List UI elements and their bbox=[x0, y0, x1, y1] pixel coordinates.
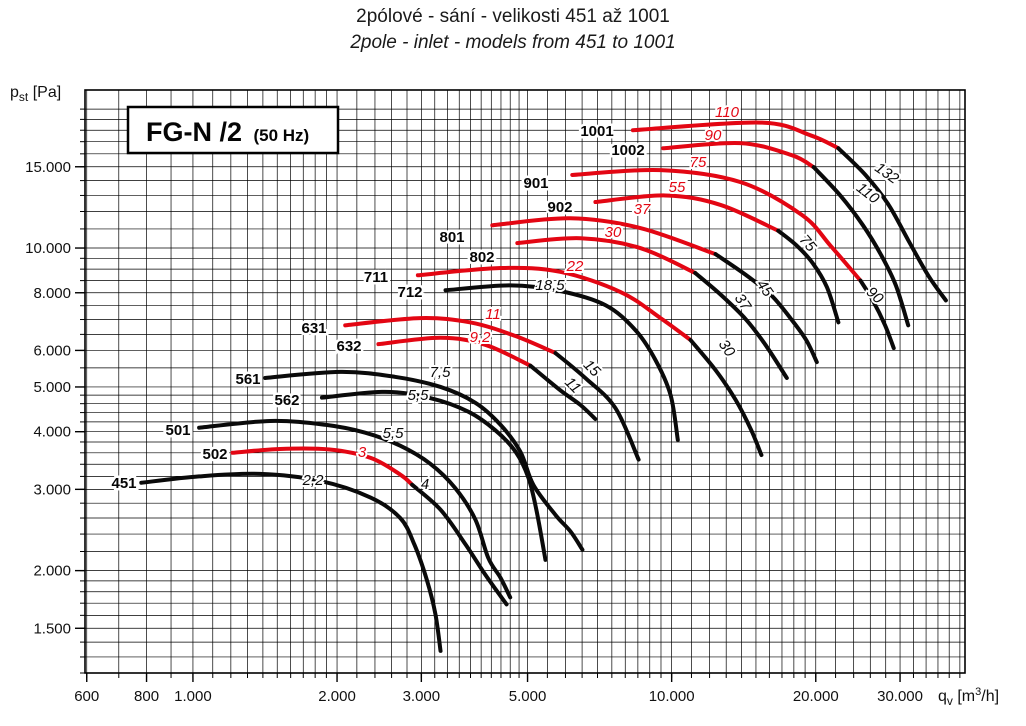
axis-ticks: 600 800 1.000 2.000 3.000 5.000 10.000 20.000 30… bbox=[25, 108, 961, 705]
x-tick-label: 3.000 bbox=[403, 688, 441, 705]
curve-801-red bbox=[490, 216, 718, 257]
power-label: 37 bbox=[634, 201, 651, 218]
plot-border bbox=[84, 89, 966, 674]
curve-1001-black bbox=[836, 146, 948, 303]
y-tick-label: 4.000 bbox=[33, 424, 71, 441]
curve-502-red bbox=[230, 446, 415, 487]
power-label: 30 bbox=[605, 224, 622, 241]
model-label-711: 711 bbox=[364, 269, 388, 286]
model-label-501: 501 bbox=[165, 422, 190, 439]
curve-451-black bbox=[139, 471, 443, 653]
curve-711-black bbox=[688, 338, 764, 458]
power-label: 55 bbox=[669, 179, 686, 196]
curve-631-red bbox=[343, 316, 558, 356]
model-label-901: 901 bbox=[523, 175, 548, 192]
chart-title-english: 2pole - inlet - models from 451 to 1001 bbox=[349, 32, 675, 53]
model-label-451: 451 bbox=[111, 475, 136, 492]
curve-632-black bbox=[528, 363, 598, 422]
power-label: 132 bbox=[872, 159, 903, 188]
curve-632-red bbox=[376, 335, 533, 368]
model-label-712: 712 bbox=[397, 284, 422, 301]
curve-502-black bbox=[410, 482, 509, 607]
chart-title-czech: 2pólové - sání - velikosti 451 až 1001 bbox=[356, 6, 670, 27]
y-tick-label: 8.000 bbox=[33, 285, 71, 302]
model-label-1002: 1002 bbox=[611, 142, 644, 159]
y-tick-label: 6.000 bbox=[33, 342, 71, 359]
x-tick-label: 600 bbox=[74, 688, 99, 705]
y-tick-label: 3.000 bbox=[33, 481, 71, 498]
y-tick-label: 5.000 bbox=[33, 379, 71, 396]
y-tick-label: 1.500 bbox=[33, 620, 71, 637]
curve-1001-red bbox=[630, 120, 841, 151]
power-label: 90 bbox=[705, 127, 722, 144]
model-label-631: 631 bbox=[301, 320, 326, 337]
power-label: 22 bbox=[566, 258, 584, 275]
pressure-axis-label: pst [Pa] bbox=[10, 84, 61, 104]
x-tick-label: 5.000 bbox=[509, 688, 547, 705]
curve-711-red bbox=[415, 265, 693, 343]
curve-1002-red bbox=[661, 140, 816, 170]
model-type-label: FG-N /2 bbox=[146, 117, 242, 147]
y-tick-label: 15.000 bbox=[25, 159, 71, 176]
model-type-box: FG-N /2 (50 Hz) bbox=[126, 105, 340, 155]
power-label: 3 bbox=[358, 444, 367, 461]
x-tick-label: 800 bbox=[134, 688, 159, 705]
power-label: 110 bbox=[853, 179, 883, 208]
curve-801-black bbox=[713, 252, 819, 365]
power-label: 11 bbox=[485, 306, 501, 323]
curve-901-black bbox=[858, 278, 896, 351]
model-label-801: 801 bbox=[439, 229, 464, 246]
power-label: 7,5 bbox=[430, 364, 452, 381]
model-label-902: 902 bbox=[547, 199, 572, 216]
power-label: 2,2 bbox=[302, 472, 325, 489]
y-axis-unit-label: pst [Pa] bbox=[10, 84, 61, 104]
curve-902-black bbox=[776, 228, 841, 325]
curve-1002-black bbox=[811, 165, 911, 328]
power-label: 5,5 bbox=[383, 425, 405, 442]
curve-631-black bbox=[553, 351, 641, 462]
x-tick-label: 20.000 bbox=[793, 688, 839, 705]
model-label-632: 632 bbox=[336, 338, 361, 355]
x-tick-label: 2.000 bbox=[318, 688, 356, 705]
fan-curves bbox=[139, 120, 948, 653]
y-tick-label: 10.000 bbox=[25, 240, 71, 257]
curve-501-black bbox=[197, 418, 513, 600]
model-label-1001: 1001 bbox=[580, 123, 613, 140]
power-label: 75 bbox=[796, 231, 820, 255]
curve-562-black bbox=[319, 389, 548, 562]
curve-561-black bbox=[263, 369, 585, 552]
power-label: 9,2 bbox=[470, 329, 492, 346]
x-axis-unit-label: qv [m3/h] bbox=[938, 686, 999, 708]
power-label: 75 bbox=[690, 154, 707, 171]
x-tick-label: 30.000 bbox=[877, 688, 923, 705]
flow-axis-label: qv [m3/h] bbox=[938, 686, 999, 708]
frequency-label: (50 Hz) bbox=[253, 126, 309, 145]
power-label: 37 bbox=[731, 291, 755, 315]
model-label-502: 502 bbox=[202, 446, 227, 463]
x-tick-label: 10.000 bbox=[649, 688, 695, 705]
curve-712-black bbox=[443, 283, 680, 442]
x-tick-label: 1.000 bbox=[174, 688, 212, 705]
power-label: 30 bbox=[715, 337, 739, 361]
model-label-802: 802 bbox=[469, 249, 494, 266]
power-label: 18,5 bbox=[535, 277, 565, 294]
power-label: 4 bbox=[421, 476, 429, 493]
power-label: 110 bbox=[715, 104, 740, 121]
model-label-562: 562 bbox=[274, 392, 299, 409]
power-label: 5,5 bbox=[408, 387, 430, 404]
curve-802-red bbox=[515, 236, 698, 275]
y-tick-label: 2.000 bbox=[33, 563, 71, 580]
curve-802-black bbox=[693, 270, 789, 380]
model-label-561: 561 bbox=[235, 371, 260, 388]
svg-text:FG-N /2 (50 Hz): FG-N /2 (50 Hz) bbox=[146, 117, 309, 147]
curve-902-red bbox=[593, 193, 781, 233]
curve-901-red bbox=[570, 167, 863, 283]
